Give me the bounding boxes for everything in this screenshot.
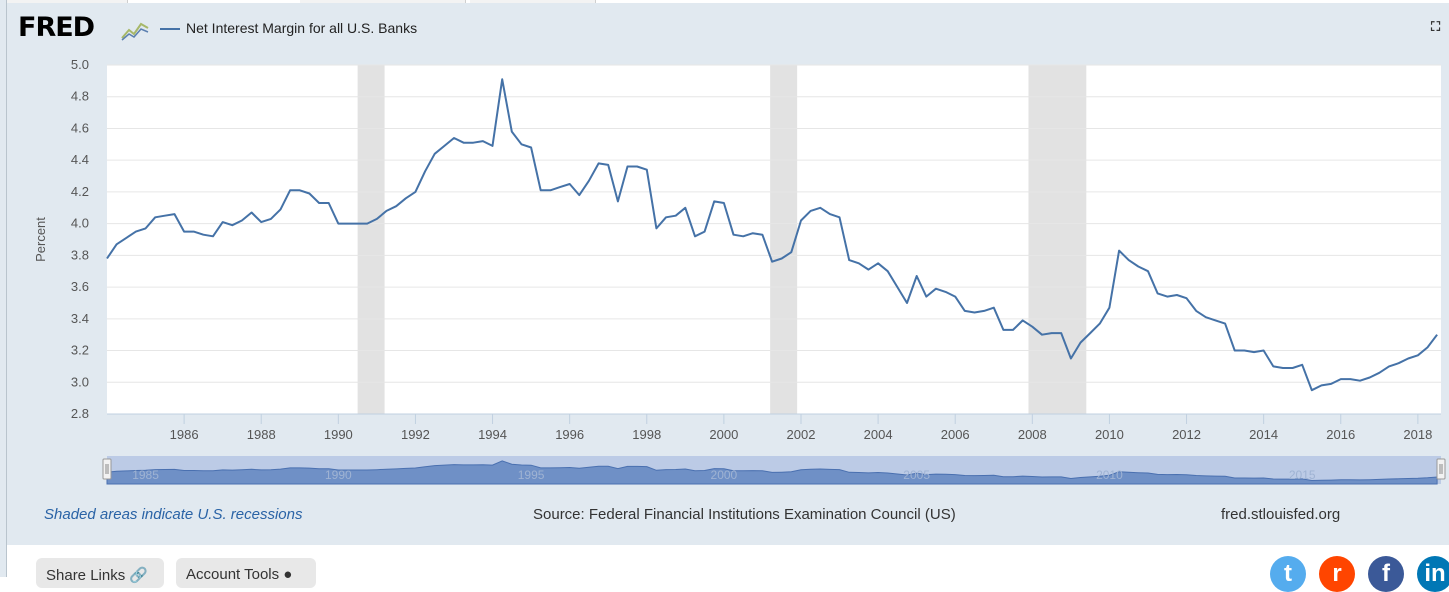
x-tick-label: 1998 xyxy=(632,427,661,442)
x-tick-label: 2004 xyxy=(864,427,893,442)
y-tick-label: 3.0 xyxy=(71,374,89,389)
x-tick-label: 1986 xyxy=(170,427,199,442)
x-tick-label: 2002 xyxy=(787,427,816,442)
navigator-label: 2000 xyxy=(711,468,738,482)
x-tick-label: 2012 xyxy=(1172,427,1201,442)
x-tick-label: 2006 xyxy=(941,427,970,442)
x-tick-label: 1992 xyxy=(401,427,430,442)
navigator-label: 2005 xyxy=(903,468,930,482)
share-links-label: Share Links xyxy=(46,567,126,584)
link-icon: 🔗 xyxy=(129,567,149,584)
y-tick-label: 4.2 xyxy=(71,184,89,199)
x-tick-label: 1996 xyxy=(555,427,584,442)
y-tick-label: 4.8 xyxy=(71,89,89,104)
y-tick-label: 3.2 xyxy=(71,343,89,358)
legend-label: Net Interest Margin for all U.S. Banks xyxy=(186,20,418,36)
user-icon: ● xyxy=(283,566,293,583)
y-tick-label: 3.8 xyxy=(71,247,89,262)
twitter-icon[interactable]: t xyxy=(1270,556,1306,592)
y-axis-label: Percent xyxy=(33,217,48,262)
y-tick-label: 2.8 xyxy=(71,406,89,421)
navigator-label: 2015 xyxy=(1289,468,1316,482)
y-tick-label: 3.4 xyxy=(71,311,89,326)
navigator-label: 1990 xyxy=(325,468,352,482)
left-border xyxy=(0,0,7,577)
navigator-handle[interactable] xyxy=(1436,458,1446,480)
tab-strip-1 xyxy=(7,0,128,3)
navigator-label: 1985 xyxy=(132,468,159,482)
navigator-series xyxy=(106,460,1438,485)
chart-svg: 5.0 4.8 4.6 4.4 4.2 4.0 3.8 3.6 3.4 3.2 3.0 2.8 Perc… xyxy=(33,57,1446,485)
navigator-label: 1995 xyxy=(518,468,545,482)
share-links-button[interactable]: Share Links 🔗 xyxy=(36,558,164,588)
y-tick-label: 4.4 xyxy=(71,152,89,167)
recession-band xyxy=(357,65,385,414)
x-tick-label: 1990 xyxy=(324,427,353,442)
site-link[interactable]: fred.stlouisfed.org xyxy=(1221,506,1341,523)
navigator-label: 2010 xyxy=(1096,468,1123,482)
fred-chart-icon xyxy=(121,22,149,41)
x-tick-label: 2010 xyxy=(1095,427,1124,442)
x-tick-label: 2000 xyxy=(709,427,738,442)
x-tick-label: 2008 xyxy=(1018,427,1047,442)
tab-strip-3 xyxy=(470,0,596,3)
expand-icon[interactable]: ⛶ xyxy=(1431,20,1441,35)
recession-note: Shaded areas indicate U.S. recessions xyxy=(44,506,303,523)
y-tick-label: 4.6 xyxy=(71,120,89,135)
x-tick-label: 1988 xyxy=(247,427,276,442)
reddit-icon[interactable]: r xyxy=(1319,556,1355,592)
recession-band xyxy=(1028,65,1087,414)
tab-strip-2 xyxy=(300,0,466,3)
series-line xyxy=(106,78,1438,392)
source-text: Source: Federal Financial Institutions E… xyxy=(533,506,956,523)
x-tick-label: 2016 xyxy=(1326,427,1355,442)
facebook-icon[interactable]: f xyxy=(1368,556,1404,592)
recession-band xyxy=(770,65,798,414)
fred-logo[interactable]: FRED xyxy=(18,12,95,43)
chart-legend[interactable]: Net Interest Margin for all U.S. Banks xyxy=(160,20,417,36)
y-tick-label: 5.0 xyxy=(71,57,89,72)
y-tick-label: 3.6 xyxy=(71,279,89,294)
account-tools-label: Account Tools xyxy=(186,566,280,583)
y-tick-label: 4.0 xyxy=(71,216,89,231)
x-tick-label: 1994 xyxy=(478,427,507,442)
navigator-handle[interactable] xyxy=(102,458,112,480)
account-tools-button[interactable]: Account Tools ● xyxy=(176,558,316,588)
legend-line-swatch xyxy=(160,28,180,31)
linkedin-icon[interactable]: in xyxy=(1417,556,1449,592)
x-tick-label: 2014 xyxy=(1249,427,1278,442)
x-tick-label: 2018 xyxy=(1403,427,1432,442)
